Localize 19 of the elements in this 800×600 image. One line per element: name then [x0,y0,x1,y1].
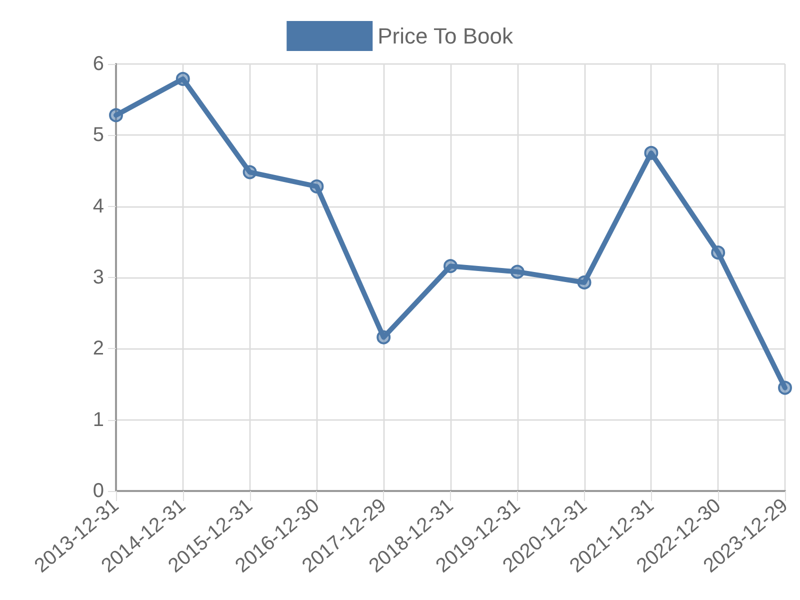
point [510,264,524,279]
point [310,179,324,194]
point [109,108,123,122]
point [577,275,592,290]
y-tick-label: 3 [92,266,104,288]
y-tick-label: 2 [92,338,104,360]
point [711,246,726,260]
point [644,146,658,160]
point [242,165,257,180]
y-tick-label: 6 [92,53,104,75]
point [176,72,190,86]
point [376,330,391,344]
point [444,259,458,274]
point [778,380,792,395]
legend-label: Price To Book [378,24,514,48]
y-tick-label: 5 [92,124,104,146]
y-tick-label: 1 [92,408,104,431]
y-tick-label: 0 [92,480,104,502]
y-tick-label: 4 [92,195,104,218]
